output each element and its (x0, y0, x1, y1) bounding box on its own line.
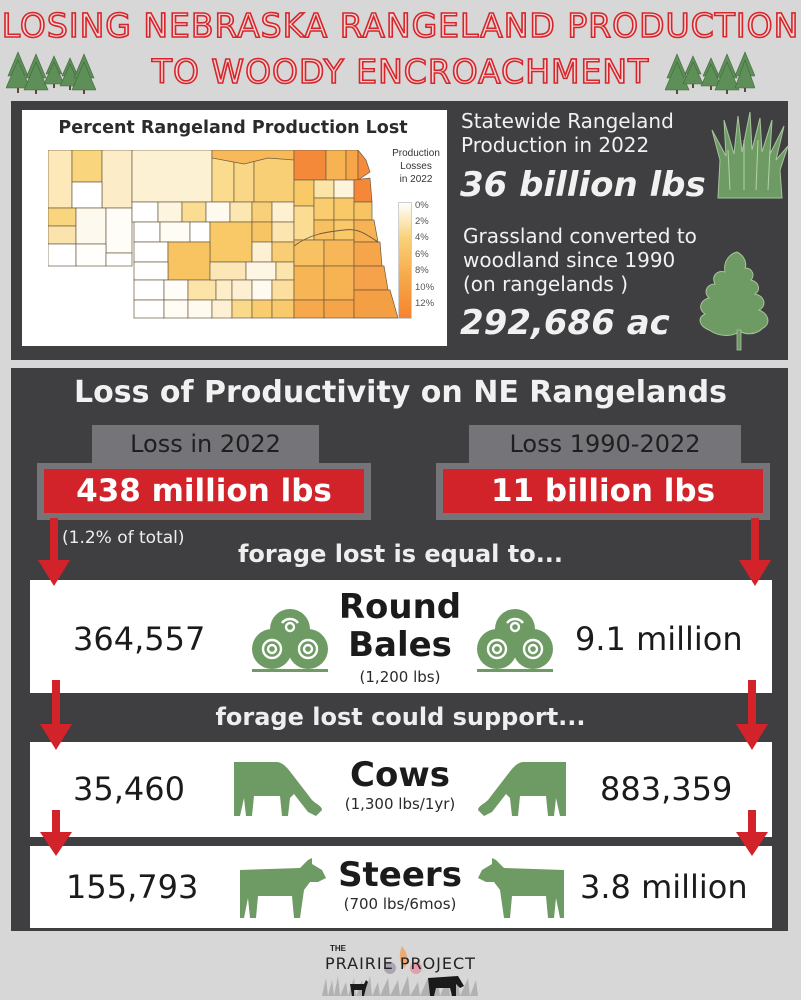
steers-weight-note: (700 lbs/6mos) (343, 895, 457, 913)
steers-label: Steers (338, 855, 462, 895)
bales-label: Round Bales (338, 587, 462, 665)
steers-2022-value: 155,793 (66, 868, 199, 906)
loss-2022-tab: Loss in 2022 (92, 425, 319, 463)
prairie-project-logo (322, 946, 478, 996)
cows-weight-note: (1,300 lbs/1yr) (344, 795, 456, 813)
steers-row (30, 846, 772, 928)
legend-title: Production Losses in 2022 (392, 148, 440, 185)
legend-color-scale (398, 202, 412, 319)
legend-tick: 6% (415, 249, 429, 260)
grass-icon (711, 111, 789, 199)
arrow-down-icon (736, 680, 768, 750)
tree-icon (699, 251, 769, 351)
cow-icon (478, 762, 566, 816)
legend-tick: 8% (415, 265, 429, 276)
hay-bales-icon (477, 609, 553, 672)
logo-the: THE (330, 944, 346, 953)
legend-tick: 12% (415, 298, 435, 309)
bales-2022-value: 364,557 (73, 620, 206, 658)
arrow-down-icon (38, 518, 70, 586)
loss-2022-value: 438 million lbs (44, 469, 364, 513)
hay-bales-icon (252, 609, 328, 672)
cows-row (30, 742, 772, 837)
loss-1990-2022-value: 11 billion lbs (443, 469, 763, 513)
arrow-down-icon (40, 810, 72, 856)
legend-tick: 10% (415, 282, 435, 293)
conversion-label: Grassland converted to woodland since 19… (463, 224, 697, 296)
legend-tick: 4% (415, 232, 429, 243)
map-title: Percent Rangeland Production Lost (58, 118, 408, 138)
page-title-line-1: LOSING NEBRASKA RANGELAND PRODUCTION (1, 5, 800, 46)
conversion-value: 292,686 ac (460, 303, 670, 343)
steer-icon (478, 858, 564, 918)
pine-trees-icon (6, 51, 96, 94)
cows-label: Cows (350, 755, 450, 795)
equal-to-heading: forage lost is equal to... (237, 540, 564, 568)
cows-1990-2022-value: 883,359 (600, 770, 733, 808)
bales-weight-note: (1,200 lbs) (359, 668, 441, 686)
could-support-heading: forage lost could support... (215, 703, 586, 731)
bales-1990-2022-value: 9.1 million (575, 620, 743, 658)
loss-1990-2022-tab: Loss 1990-2022 (469, 425, 741, 463)
arrow-down-icon (40, 680, 72, 750)
legend-tick: 2% (415, 216, 429, 227)
percent-of-total-note: (1.2% of total) (62, 528, 185, 548)
arrow-down-icon (739, 518, 771, 586)
production-value: 36 billion lbs (460, 165, 706, 205)
pine-trees-icon (665, 51, 755, 94)
nebraska-county-map (48, 150, 399, 319)
cows-2022-value: 35,460 (73, 770, 185, 808)
steer-icon (240, 858, 326, 918)
cow-icon (234, 762, 322, 816)
section-title: Loss of Productivity on NE Rangelands (74, 375, 727, 410)
round-bales-row (30, 580, 772, 693)
page-title-line-2: TO WOODY ENCROACHMENT (151, 51, 650, 92)
logo-name: PRAIRIE PROJECT (325, 954, 476, 973)
production-label: Statewide Rangeland Production in 2022 (461, 109, 674, 157)
steers-1990-2022-value: 3.8 million (580, 868, 748, 906)
arrow-down-icon (736, 810, 768, 856)
legend-tick: 0% (415, 200, 429, 211)
map-card: Percent Rangeland Production Lost (22, 110, 447, 346)
